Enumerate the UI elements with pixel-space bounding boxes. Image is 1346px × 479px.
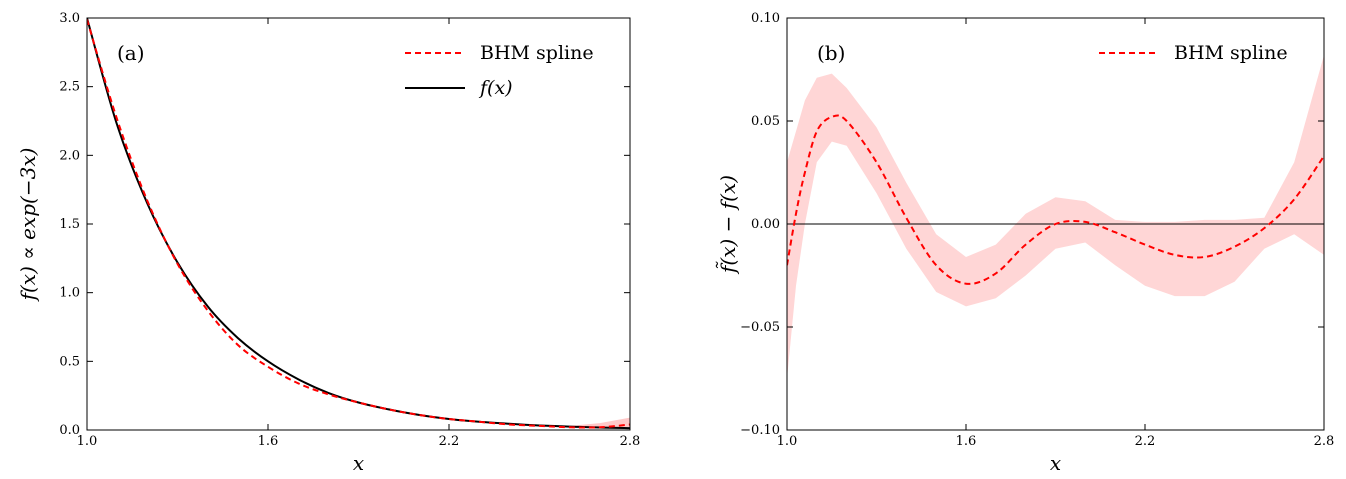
series-line-f-x	[87, 18, 630, 430]
plot-area	[87, 18, 630, 430]
confidence-band	[787, 55, 1324, 379]
x-axis-label: x	[353, 451, 364, 475]
x-tick-label: 1.6	[956, 434, 977, 449]
x-tick-label: 1.0	[77, 434, 98, 449]
legend-label: BHM spline	[480, 42, 594, 64]
y-tick-label: 0.5	[59, 354, 80, 369]
y-tick-label: −0.10	[740, 423, 780, 438]
plot-frame	[86, 17, 631, 431]
y-tick-label: 2.0	[59, 148, 80, 163]
series-line-bhm-spline	[787, 114, 1324, 285]
y-axis-label: f(x) ∝ exp(−3x)	[16, 148, 40, 303]
y-tick-label: 0.05	[751, 114, 780, 129]
x-tick-label: 2.2	[439, 434, 460, 449]
y-tick-label: 1.0	[59, 286, 80, 301]
x-tick-label: 2.8	[1314, 434, 1335, 449]
panel-b: 1.0 1.6 2.2 2.8 −0.10 −0.05 0.00 0.05 0.10 x f̃(x)…	[716, 11, 1335, 475]
x-tick-label: 1.0	[777, 434, 798, 449]
y-tick-label: −0.05	[740, 320, 780, 335]
panel-label: (a)	[117, 41, 145, 65]
legend-label: f(x)	[478, 77, 513, 99]
x-tick-label: 2.8	[620, 434, 641, 449]
legend-label: BHM spline	[1174, 42, 1288, 64]
y-tick-label: 3.0	[59, 11, 80, 26]
confidence-band	[539, 417, 630, 429]
y-tick-label: 0.00	[751, 217, 780, 232]
x-axis-label: x	[1050, 451, 1061, 475]
y-tick-label: 0.0	[59, 423, 80, 438]
x-tick-label: 2.2	[1135, 434, 1156, 449]
panel-label: (b)	[817, 41, 845, 65]
y-tick-label: 1.5	[59, 217, 80, 232]
x-tick-label: 1.6	[258, 434, 279, 449]
series-line-bhm-spline	[87, 19, 630, 429]
y-axis-label: f̃(x) − f(x)	[716, 175, 740, 275]
panel-a: 1.0 1.6 2.2 2.8 0.0 0.5 1.0 1.5 2.0 2.5 3.0 x f(x) ∝…	[16, 11, 640, 475]
y-tick-label: 0.10	[751, 11, 780, 26]
plot-area	[787, 55, 1324, 379]
y-tick-label: 2.5	[59, 80, 80, 95]
